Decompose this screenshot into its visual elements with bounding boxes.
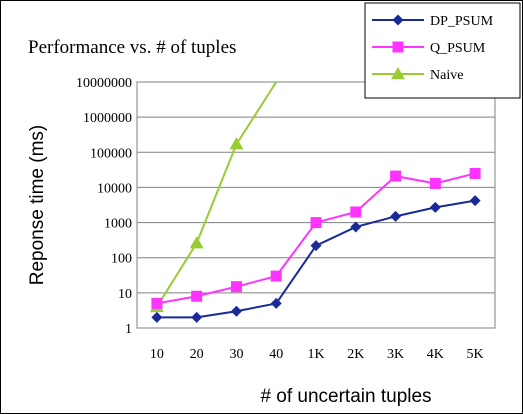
data-point — [469, 167, 481, 179]
y-tick-label: 1000000 — [83, 111, 132, 126]
data-point — [229, 137, 244, 150]
legend-label: DP_PSUM — [430, 14, 494, 29]
legend-label: Q_PSUM — [430, 41, 486, 56]
data-point — [191, 311, 203, 323]
legend-item-naive: Naive — [372, 67, 463, 83]
data-point — [270, 297, 282, 309]
y-tick-label: 100 — [111, 252, 132, 267]
y-tick-label: 10000000 — [76, 76, 132, 91]
legend-marker — [391, 67, 405, 80]
legend-box — [364, 2, 521, 99]
legend-label: Naive — [430, 68, 463, 83]
x-tick-label: 20 — [190, 347, 204, 362]
series-dp-psum — [151, 195, 481, 323]
data-point — [429, 177, 441, 189]
x-tick-label: 3K — [387, 347, 404, 362]
data-point — [270, 270, 282, 282]
y-tick-label: 10000 — [97, 181, 132, 196]
data-point — [310, 217, 322, 229]
legend-marker — [392, 14, 404, 26]
series-q-psum — [151, 167, 481, 309]
data-point — [151, 311, 163, 323]
y-tick-label: 1 — [125, 322, 132, 337]
legend-item-dp-psum: DP_PSUM — [372, 14, 494, 29]
x-tick-label: 5K — [467, 347, 484, 362]
data-point — [390, 170, 402, 182]
legend-marker — [392, 41, 404, 53]
data-point — [390, 210, 402, 222]
x-tick-label: 10 — [150, 347, 164, 362]
data-point — [230, 281, 242, 293]
data-point — [230, 305, 242, 317]
x-tick-label: 2K — [347, 347, 364, 362]
legend: DP_PSUM Q_PSUM Naive — [364, 2, 521, 99]
y-axis-label: Reponse time (ms) — [27, 125, 48, 286]
x-axis-label: # of uncertain tuples — [260, 386, 431, 407]
data-point — [429, 201, 441, 213]
data-point — [350, 206, 362, 218]
series-layer — [149, 81, 481, 323]
x-tick-labels: 10 20 30 40 1K 2K 3K 4K 5K — [150, 347, 484, 362]
y-tick-label: 1000 — [104, 217, 132, 232]
y-tick-label: 100000 — [90, 146, 132, 161]
plot-area — [136, 81, 496, 329]
series-naive — [149, 81, 278, 313]
data-point — [469, 195, 481, 207]
x-tick-label: 4K — [427, 347, 444, 362]
x-tick-label: 40 — [269, 347, 283, 362]
data-point — [350, 221, 362, 233]
data-point — [310, 240, 322, 252]
x-tick-label: 30 — [229, 347, 243, 362]
chart-title: Performance vs. # of tuples — [28, 37, 236, 58]
legend-item-q-psum: Q_PSUM — [372, 41, 486, 56]
y-tick-label: 10 — [118, 287, 132, 302]
data-point — [189, 236, 204, 249]
x-tick-label: 1K — [307, 347, 324, 362]
y-tick-labels: 1 10 100 1000 10000 100000 1000000 10000000 — [76, 76, 132, 337]
data-point — [191, 290, 203, 302]
series-line — [156, 81, 278, 308]
data-point — [151, 297, 163, 309]
